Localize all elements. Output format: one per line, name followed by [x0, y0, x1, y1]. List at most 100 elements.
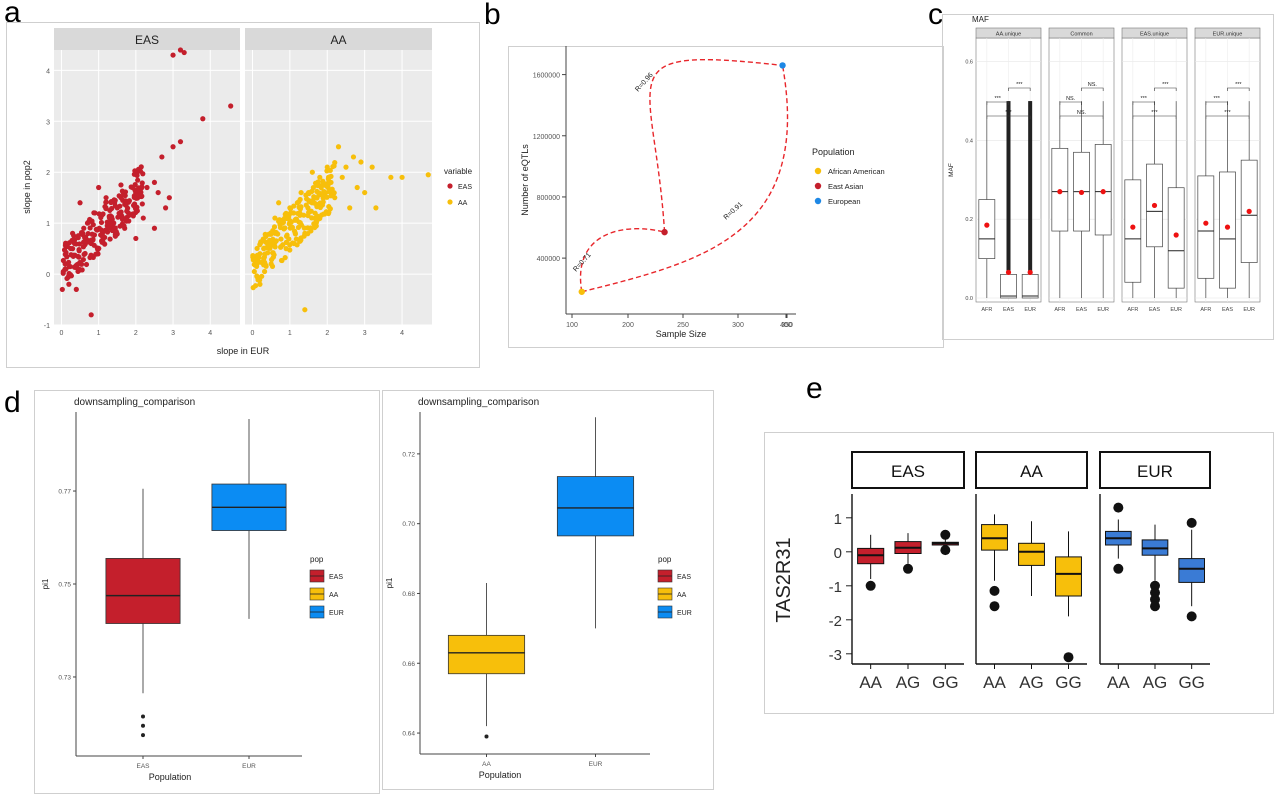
scatter-point-AA [271, 252, 276, 257]
scatter-point-EAS [81, 257, 86, 262]
scatter-point-EAS [81, 240, 86, 245]
scatter-point-EAS [65, 244, 70, 249]
scatter-point-AA [336, 144, 341, 149]
scatter-point-AA [276, 200, 281, 205]
scatter-point-EAS [96, 246, 101, 251]
legend-label-EAS: EAS [329, 574, 343, 581]
scatter-point-EAS [133, 236, 138, 241]
significance-label: NS. [1077, 110, 1087, 116]
box-outlier-EAS [141, 733, 145, 737]
significance-label: *** [1151, 110, 1158, 116]
box-iqr [1125, 180, 1141, 282]
scatter-point-EAS [135, 178, 140, 183]
scatter-point-AA [321, 211, 326, 216]
y-tick-label: -3 [829, 647, 842, 664]
scatter-point-EAS [100, 240, 105, 245]
scatter-point-AA [254, 264, 259, 269]
scatter-point-EAS [152, 226, 157, 231]
significance-label: *** [1140, 96, 1147, 102]
scatter-point-EAS [64, 276, 69, 281]
x-tick-label: AA [859, 673, 882, 692]
chart-e-tas2r31-boxplot: TAS2R3110-1-2-3EASAA AG GGAAAA AG GGEURAA AG G… [764, 432, 1274, 714]
significance-label: *** [1016, 82, 1023, 88]
legend-title: Population [812, 147, 855, 157]
scatter-point-EAS [139, 194, 144, 199]
x-tick-label: EAS [1222, 307, 1233, 313]
scatter-point-AA [288, 211, 293, 216]
box-mean-point [1006, 270, 1011, 275]
x-tick-label: AG [1019, 673, 1044, 692]
scatter-point-EAS [228, 103, 233, 108]
scatter-point-EAS [136, 167, 141, 172]
x-tick-label: EUR [1024, 307, 1036, 313]
scatter-point-AA [273, 244, 278, 249]
scatter-point-EAS [134, 196, 139, 201]
x-tick-label: EUR [1170, 307, 1182, 313]
scatter-point-EAS [101, 234, 106, 239]
box-outlier [1187, 611, 1197, 621]
scatter-point-EAS [178, 139, 183, 144]
scatter-point-AA [283, 211, 288, 216]
x-tick-label: 200 [622, 322, 634, 329]
box-iqr [1168, 188, 1184, 288]
box-iqr-EUR [557, 477, 633, 536]
box-outlier [940, 530, 950, 540]
scatter-point-EAS [91, 210, 96, 215]
box-outlier [940, 545, 950, 555]
scatter-point-AA [293, 231, 298, 236]
y-tick-label: 800000 [537, 195, 560, 202]
scatter-point-EAS [139, 186, 144, 191]
scatter-point-AA [306, 191, 311, 196]
box-iqr [1220, 172, 1236, 288]
y-tick-label: 3 [46, 119, 50, 126]
box-outliers-dense [1028, 101, 1032, 274]
x-tick-label: 400 [780, 322, 792, 329]
scatter-point-AA [370, 165, 375, 170]
box-iqr [1056, 557, 1082, 596]
scatter-point-AA [330, 187, 335, 192]
scatter-point-AA [351, 154, 356, 159]
facet-label-EUR: EUR [1137, 462, 1173, 481]
scatter-point-AA [298, 204, 303, 209]
x-tick-label: EAS [1003, 307, 1014, 313]
x-tick-label: 2 [325, 330, 329, 337]
fit-curve-aa-eur [582, 65, 788, 291]
y-tick-label: 0.0 [965, 296, 973, 302]
box-mean-point [1130, 225, 1135, 230]
y-tick-label: 0.68 [402, 591, 415, 598]
scatter-point-EAS [130, 185, 135, 190]
box-mean-point [1247, 209, 1252, 214]
box-iqr [1001, 274, 1017, 298]
scatter-point-EAS [92, 243, 97, 248]
facet-label-EAS.unique: EAS.unique [1140, 32, 1169, 38]
box-outlier [1113, 503, 1123, 513]
box-outlier [866, 581, 876, 591]
scatter-point-EAS [90, 232, 95, 237]
scatter-point-AA [331, 163, 336, 168]
panel-letter-d: d [4, 386, 21, 420]
box-iqr-AA [448, 635, 524, 673]
x-tick-label: AA [1107, 673, 1130, 692]
scatter-point-EAS [77, 200, 82, 205]
facet-label-EAS: EAS [135, 33, 159, 47]
scatter-point-AA [299, 190, 304, 195]
significance-label: *** [1213, 96, 1220, 102]
y-axis-label: pi1 [41, 578, 50, 589]
scatter-point-EAS [68, 252, 73, 257]
scatter-point-AA [302, 307, 307, 312]
scatter-point-AA [304, 196, 309, 201]
scatter-point-AA [314, 182, 319, 187]
scatter-point-AA [278, 236, 283, 241]
scatter-point-AA [328, 206, 333, 211]
scatter-point-EAS [81, 252, 86, 257]
scatter-point-AA [259, 274, 264, 279]
legend-key [815, 168, 821, 174]
scatter-point-EAS [182, 50, 187, 55]
box-iqr [1019, 543, 1045, 565]
scatter-point-AA [296, 225, 301, 230]
legend-title: variable [444, 167, 473, 176]
scatter-point-EAS [99, 227, 104, 232]
scatter-point-AA [261, 237, 266, 242]
x-tick-label: EUR [1243, 307, 1255, 313]
scatter-point-AA [309, 209, 314, 214]
